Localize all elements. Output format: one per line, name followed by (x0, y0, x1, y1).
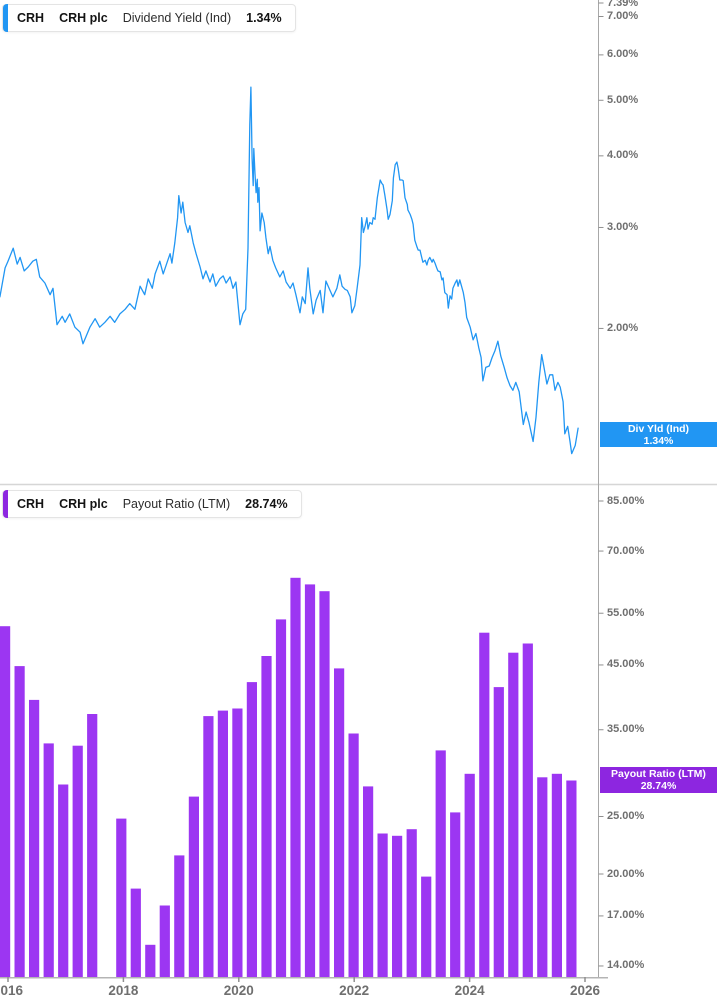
payout-ratio-bar[interactable] (174, 855, 185, 977)
payout-ratio-bar[interactable] (188, 796, 199, 977)
metric-value: 28.74% (245, 497, 288, 511)
metric-value: 1.34% (246, 11, 282, 25)
div-yld-last-value-badge: Div Yld (Ind) 1.34% (600, 422, 717, 447)
company-name: CRH plc (59, 11, 108, 25)
x-axis-label: 2026 (569, 983, 601, 998)
payout-ratio-bar[interactable] (217, 710, 228, 977)
series-color-bar-purple (3, 490, 8, 518)
payout-ratio-bar[interactable] (145, 944, 156, 977)
y-axis-tick-label: 20.00% (607, 867, 645, 880)
payout-ratio-bar[interactable] (261, 656, 272, 977)
payout-ratio-bar[interactable] (464, 773, 475, 977)
y-axis-tick-label: 14.00% (607, 959, 645, 972)
y-axis-tick-label: 7.00% (607, 10, 639, 22)
y-axis-tick-label: 55.00% (607, 606, 645, 619)
company-name: CRH plc (59, 497, 108, 511)
payout-ratio-chart[interactable] (0, 577, 577, 978)
y-axis-tick-label: 70.00% (607, 544, 645, 557)
payout-ratio-bar[interactable] (14, 666, 25, 977)
payout-ratio-bar[interactable] (450, 812, 461, 977)
ticker-symbol: CRH (17, 497, 45, 511)
payout-ratio-bar[interactable] (363, 786, 374, 977)
payout-ratio-bar[interactable] (246, 682, 257, 977)
badge-metric-label: Payout Ratio (LTM) (611, 768, 706, 780)
badge-metric-value: 28.74% (640, 780, 677, 792)
payout-ratio-bar[interactable] (58, 784, 69, 978)
payout-ratio-bar[interactable] (72, 745, 83, 977)
metric-name: Payout Ratio (LTM) (122, 497, 231, 511)
x-axis-label: 2022 (339, 983, 370, 998)
x-axis-label: 2020 (223, 983, 254, 998)
dividend-yield-line[interactable] (0, 86, 579, 455)
x-axis-label: 2024 (454, 983, 485, 998)
payout-ratio-bar[interactable] (348, 733, 359, 978)
payout-ratio-bar[interactable] (0, 626, 11, 977)
payout-ratio-last-value-badge: Payout Ratio (LTM) 28.74% (600, 767, 717, 793)
payout-ratio-bar[interactable] (406, 829, 417, 977)
payout-ratio-bar[interactable] (421, 876, 432, 977)
y-axis-tick-label: 17.00% (607, 909, 645, 922)
payout-ratio-bar[interactable] (116, 818, 127, 977)
payout-ratio-bar[interactable] (566, 780, 577, 978)
x-axis-label: 2018 (108, 983, 139, 998)
dividend-yield-chart[interactable] (0, 86, 579, 455)
payout-ratio-bar[interactable] (493, 687, 504, 977)
payout-ratio-bar[interactable] (508, 652, 519, 977)
payout-ratio-bar[interactable] (334, 668, 345, 977)
payout-ratio-bar[interactable] (479, 632, 490, 977)
payout-ratio-bar[interactable] (551, 773, 562, 977)
payout-ratio-bar[interactable] (159, 905, 170, 978)
metric-name: Dividend Yield (Ind) (122, 11, 232, 25)
x-axis-label: 2016 (0, 983, 24, 998)
payout-ratio-bar[interactable] (304, 584, 316, 977)
payout-ratio-bar[interactable] (319, 591, 330, 977)
payout-ratio-bar[interactable] (522, 643, 533, 978)
y-axis-tick-label: 6.00% (607, 48, 639, 61)
y-axis-tick-label: 25.00% (607, 809, 645, 822)
payout-ratio-bar[interactable] (275, 619, 287, 977)
payout-ratio-bar[interactable] (87, 714, 98, 977)
payout-ratio-bar[interactable] (43, 743, 54, 977)
y-axis-tick-label: 4.00% (607, 149, 639, 162)
y-axis-tick-label: 2.00% (607, 321, 639, 334)
payout-ratio-bar[interactable] (435, 750, 446, 977)
y-axis-tick-label: 5.00% (607, 93, 639, 106)
payout-ratio-bar[interactable] (537, 777, 548, 977)
dividend-yield-legend[interactable]: CRH CRH plc Dividend Yield (Ind) 1.34% (2, 4, 296, 32)
badge-metric-value: 1.34% (643, 435, 674, 447)
ticker-symbol: CRH (17, 11, 45, 25)
y-axis-tick-label: 45.00% (607, 658, 645, 671)
payout-ratio-bar[interactable] (377, 833, 388, 978)
badge-metric-label: Div Yld (Ind) (627, 423, 690, 435)
payout-ratio-bar[interactable] (130, 888, 141, 977)
payout-ratio-bar[interactable] (392, 835, 403, 977)
payout-ratio-legend[interactable]: CRH CRH plc Payout Ratio (LTM) 28.74% (2, 490, 302, 518)
payout-ratio-bar[interactable] (232, 708, 243, 978)
y-axis-tick-label: 7.39% (607, 0, 639, 9)
payout-ratio-bar[interactable] (290, 577, 301, 977)
payout-ratio-bar[interactable] (29, 699, 40, 977)
payout-ratio-bar[interactable] (203, 716, 214, 977)
y-axis-tick-label: 3.00% (607, 220, 639, 233)
y-axis-tick-label: 85.00% (607, 494, 645, 507)
series-color-bar-blue (3, 4, 8, 32)
y-axis-tick-label: 35.00% (607, 723, 645, 736)
